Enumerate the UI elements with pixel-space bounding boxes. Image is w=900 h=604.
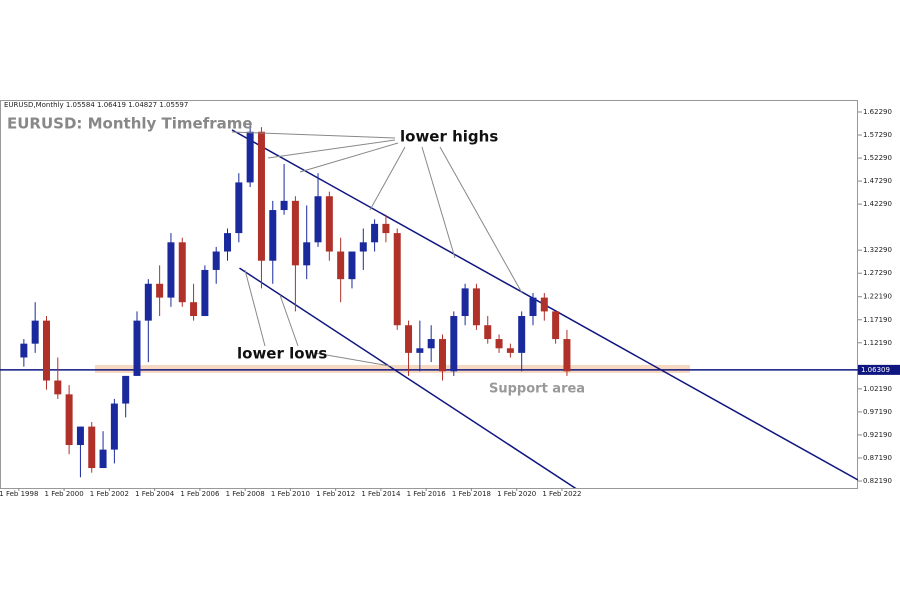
candle-body (201, 269, 209, 317)
y-tick-label: 0.87190 (863, 454, 892, 462)
candle-body (506, 348, 514, 353)
candle-body (529, 297, 537, 317)
y-tick-label: 1.57290 (863, 131, 892, 139)
annotation: lower highs (400, 128, 498, 146)
candle-body (76, 426, 84, 446)
x-tick-label: 1 Feb 2002 (90, 490, 129, 498)
x-tick-label: 1 Feb 2004 (135, 490, 175, 498)
pointer (314, 352, 391, 367)
candle-body (382, 223, 390, 234)
candle-body (416, 348, 424, 353)
x-tick-label: 1 Feb 2010 (271, 490, 310, 498)
pointer (369, 146, 406, 211)
chart-title: EURUSD: Monthly Timeframe (7, 115, 253, 133)
candle-body (178, 242, 186, 303)
candle-body (393, 233, 401, 326)
candle-body (280, 200, 288, 211)
pointer (421, 146, 456, 259)
x-tick-label: 1 Feb 2000 (45, 490, 84, 498)
candle-body (484, 325, 492, 340)
x-tick-label: 1 Feb 2006 (180, 490, 220, 498)
y-tick-label: 1.42290 (863, 200, 892, 208)
pointer (267, 139, 396, 159)
y-tick-label: 0.82190 (863, 477, 892, 485)
plot-frame (0, 100, 858, 489)
candle-body (269, 210, 277, 261)
y-tick-label: 1.52290 (863, 154, 892, 162)
y-tick-label: 1.62290 (863, 108, 892, 116)
y-tick-label: 1.17190 (863, 316, 892, 324)
x-tick-label: 1 Feb 2014 (361, 490, 401, 498)
candle-body (303, 242, 311, 266)
y-tick-label: 1.27290 (863, 269, 892, 277)
candle-body (144, 283, 152, 321)
pointer (299, 142, 399, 173)
candle-body (133, 320, 141, 376)
trend-line (239, 267, 577, 488)
y-tick-label: 1.47290 (863, 177, 892, 185)
candle-body (450, 316, 458, 372)
price-label: 1.06309 (861, 366, 890, 374)
x-tick-label: 1 Feb 2008 (226, 490, 265, 498)
pointer (439, 146, 523, 294)
pointer-lines (231, 131, 523, 367)
candle-body (359, 242, 367, 252)
candle-body (167, 242, 175, 298)
candle-body (325, 196, 333, 252)
candle-body (88, 426, 96, 469)
candle-body (371, 223, 379, 243)
y-tick-label: 1.32290 (863, 246, 892, 254)
chart-header: EURUSD,Monthly 1.05584 1.06419 1.04827 1… (4, 101, 188, 109)
x-tick-label: 1 Feb 2020 (497, 490, 536, 498)
y-tick-label: 0.97190 (863, 408, 892, 416)
candle-body (461, 288, 469, 317)
candle-body (337, 251, 345, 280)
x-tick-label: 1 Feb 1998 (0, 490, 38, 498)
candle-body (291, 200, 299, 266)
candle-body (54, 380, 62, 395)
candle-body (427, 339, 435, 349)
candle-body (20, 343, 28, 358)
x-tick-label: 1 Feb 2016 (407, 490, 447, 498)
pointer (279, 294, 299, 347)
candle-body (235, 182, 243, 234)
y-tick-label: 1.12190 (863, 339, 892, 347)
candle-body (257, 131, 265, 261)
candle-body (31, 320, 39, 344)
y-tick-label: 1.22190 (863, 293, 892, 301)
candle-body (348, 251, 356, 280)
candle-body (65, 394, 73, 446)
plot-area (0, 122, 858, 488)
candle-body (314, 196, 322, 243)
candle-body (122, 375, 130, 404)
candle-body (42, 320, 50, 381)
candle-body (110, 403, 118, 450)
x-tick-label: 1 Feb 2022 (542, 490, 581, 498)
candle-body (246, 131, 254, 183)
candle-body (472, 288, 480, 326)
candle-body (99, 449, 107, 469)
candle-body (518, 316, 526, 353)
candle-body (224, 233, 232, 252)
candle-body (156, 283, 164, 298)
candle-body (563, 339, 571, 372)
y-tick-label: 1.02190 (863, 385, 892, 393)
candle-body (212, 251, 220, 270)
candle-body (190, 302, 198, 317)
price-label-box (858, 364, 900, 375)
candle-body (552, 311, 560, 340)
annotation: lower lows (237, 345, 327, 363)
x-tick-label: 1 Feb 2012 (316, 490, 355, 498)
candle-body (495, 339, 503, 349)
candle-body (438, 339, 446, 372)
pointer (231, 131, 396, 139)
x-tick-label: 1 Feb 2018 (452, 490, 491, 498)
annotation: Support area (489, 382, 585, 397)
candle-body (540, 297, 548, 312)
pointer (244, 269, 266, 347)
candle-body (405, 325, 413, 353)
y-tick-label: 0.92190 (863, 431, 892, 439)
